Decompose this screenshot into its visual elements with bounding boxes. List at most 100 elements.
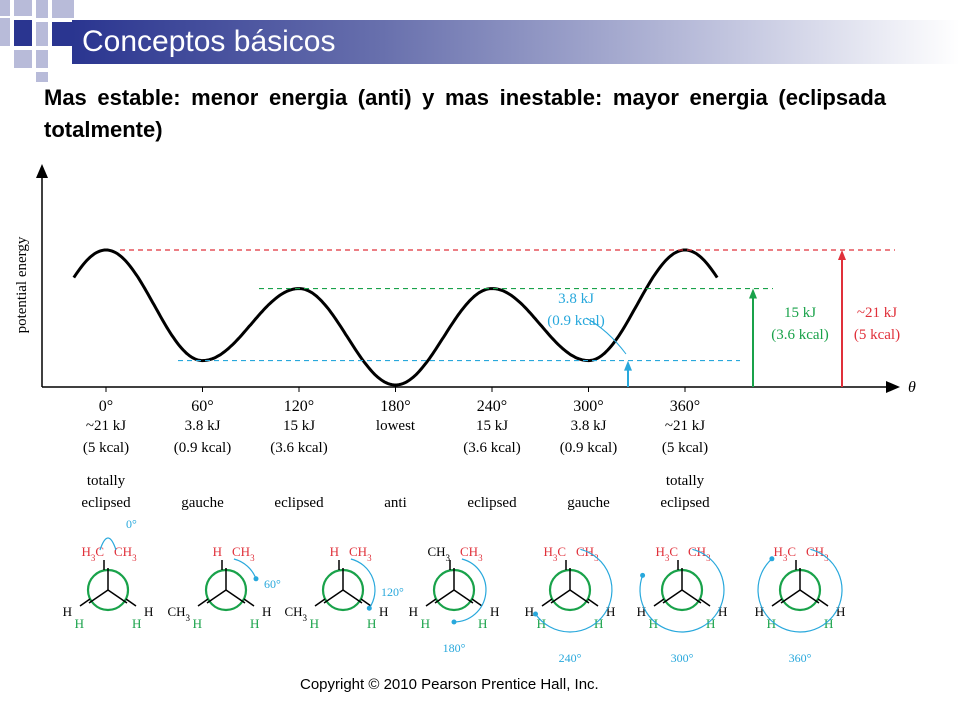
newman-front-label: H	[649, 616, 658, 631]
newman-front-label: H	[213, 544, 222, 559]
annotation-label: 3.8 kJ	[558, 291, 594, 307]
page-title: Conceptos básicos	[82, 25, 336, 58]
newman-front-label: H	[478, 616, 487, 631]
x-axis-label: θ	[908, 379, 916, 396]
tick-label-angle: 300°	[573, 398, 603, 415]
back-bond	[587, 598, 599, 607]
y-axis-arrow	[36, 164, 48, 178]
arrow-eclipsed-head	[749, 288, 757, 299]
tick-label-angle: 120°	[284, 398, 314, 415]
conformation-name: eclipsed	[660, 495, 710, 511]
deco-square	[14, 50, 32, 68]
conformation-name: totally	[87, 473, 126, 489]
back-bond	[771, 598, 783, 607]
back-bond	[817, 598, 829, 607]
newman-back-label: CH3	[114, 544, 137, 563]
tick-label-angle: 240°	[477, 398, 507, 415]
conformation-name: gauche	[181, 495, 224, 511]
conformation-name: eclipsed	[81, 495, 131, 511]
back-bond	[197, 598, 209, 607]
tick-label-kcal: (3.6 kcal)	[463, 440, 520, 456]
newman-back-label: H	[490, 604, 499, 619]
tick-label-energy: 3.8 kJ	[571, 418, 607, 434]
newman-front-label: H	[367, 616, 376, 631]
slide-subtitle: Mas estable: menor energia (anti) y mas …	[44, 85, 886, 142]
rotation-angle-label: 60°	[264, 577, 281, 591]
annotation-label: ~21 kJ	[857, 305, 897, 321]
front-bond	[206, 589, 227, 604]
front-bond	[569, 589, 590, 604]
rotation-arc	[99, 537, 117, 551]
rotation-arc	[535, 548, 613, 633]
front-bond	[225, 589, 246, 604]
front-bond	[342, 589, 363, 604]
title-bar	[72, 20, 960, 64]
conformation-name: eclipsed	[274, 495, 324, 511]
tick-label-energy: ~21 kJ	[665, 418, 705, 434]
back-bond	[699, 598, 711, 607]
rotation-arc	[757, 548, 843, 633]
newman-front-label: H3C	[773, 544, 796, 563]
newman-front-label: H	[706, 616, 715, 631]
newman-back-label: CH3	[284, 604, 307, 623]
newman-front-label: H	[330, 544, 339, 559]
rotation-arc-head	[253, 576, 259, 582]
y-axis-label: potential energy	[14, 236, 30, 333]
newman-front-label: H	[132, 616, 141, 631]
deco-square	[52, 0, 74, 18]
newman-front-label: H	[75, 616, 84, 631]
newman-back-label: H	[525, 604, 534, 619]
back-bond	[125, 598, 137, 607]
newman-back-label: H	[755, 604, 764, 619]
back-bond	[314, 598, 326, 607]
conformation-name: anti	[384, 495, 407, 511]
back-bond	[425, 598, 437, 607]
newman-back-label: CH3	[806, 544, 829, 563]
newman-back-label: CH3	[349, 544, 372, 563]
newman-front-label: H3C	[655, 544, 678, 563]
annotation-label: (3.6 kcal)	[771, 327, 828, 343]
newman-back-label: CH3	[576, 544, 599, 563]
energy-curve	[72, 248, 719, 387]
arrow-max-head	[838, 249, 846, 260]
annotation-leader	[585, 317, 627, 355]
front-bond	[434, 589, 455, 604]
tick-label-kcal: (5 kcal)	[83, 440, 129, 456]
front-bond	[453, 589, 474, 604]
newman-back-label: H	[379, 604, 388, 619]
rotation-angle-label: 360°	[789, 651, 812, 665]
rotation-angle-label: 120°	[381, 585, 404, 599]
newman-back-label: H	[637, 604, 646, 619]
deco-square	[36, 22, 48, 46]
annotation-label: (0.9 kcal)	[547, 313, 604, 329]
newman-back-label: H	[262, 604, 271, 619]
tick-label-kcal: (3.6 kcal)	[270, 440, 327, 456]
deco-square	[0, 18, 10, 46]
newman-front-label: H	[537, 616, 546, 631]
back-bond	[541, 598, 553, 607]
arrow-gauche-head	[624, 360, 632, 371]
rotation-arc-head	[366, 605, 372, 611]
rotation-angle-label: 180°	[443, 641, 466, 655]
rotation-angle-label: 240°	[559, 651, 582, 665]
tick-label-angle: 180°	[380, 398, 410, 415]
newman-back-label: H	[63, 604, 72, 619]
rotation-arc	[350, 558, 376, 609]
newman-back-label: H	[718, 604, 727, 619]
deco-square	[36, 50, 48, 68]
rotation-angle-label: 300°	[671, 651, 694, 665]
newman-front-label: H	[421, 616, 430, 631]
annotation-label: 15 kJ	[784, 305, 816, 321]
newman-front-label: CH3	[427, 544, 450, 563]
front-bond	[681, 589, 702, 604]
newman-front-label: H	[250, 616, 259, 631]
newman-front-label: H	[824, 616, 833, 631]
deco-square	[14, 20, 32, 46]
tick-label-kcal: (0.9 kcal)	[560, 440, 617, 456]
newman-back-label: CH3	[460, 544, 483, 563]
back-bond	[471, 598, 483, 607]
front-bond	[323, 589, 344, 604]
tick-label-kcal: (0.9 kcal)	[174, 440, 231, 456]
back-bond	[360, 598, 372, 607]
rotation-arc-head	[533, 611, 538, 617]
